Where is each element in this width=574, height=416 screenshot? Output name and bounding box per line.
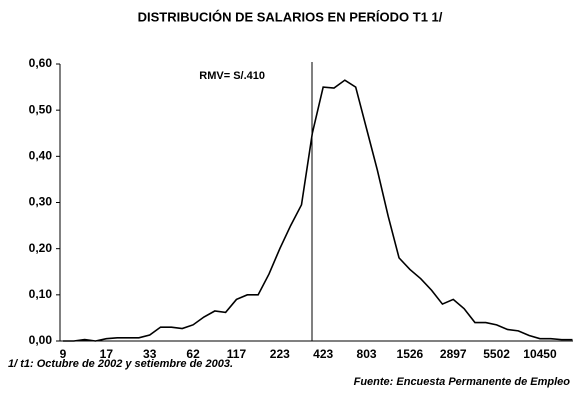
y-tick-label: 0,40 xyxy=(29,149,53,163)
x-tick-label: 2897 xyxy=(440,347,467,361)
x-tick-label: 1526 xyxy=(397,347,424,361)
x-tick-label: 33 xyxy=(143,347,157,361)
y-tick-label: 0,50 xyxy=(29,102,53,116)
x-tick-label: 10450 xyxy=(523,347,557,361)
annotation: RMV= S/.410 xyxy=(199,70,265,82)
x-tick-label: 803 xyxy=(357,347,377,361)
x-tick-label: 62 xyxy=(186,347,200,361)
x-tick-label: 9 xyxy=(60,347,67,361)
footnote: 1/ t1: Octubre de 2002 y setiembre de 20… xyxy=(8,358,233,370)
y-tick-label: 0,20 xyxy=(29,241,53,255)
x-tick-label: 5502 xyxy=(483,347,510,361)
x-tick-label: 117 xyxy=(227,347,247,361)
source-note: Fuente: Encuesta Permanente de Empleo xyxy=(354,376,571,388)
y-tick-label: 0,60 xyxy=(29,56,53,70)
y-tick-label: 0,00 xyxy=(29,333,53,347)
y-tick-label: 0,10 xyxy=(29,287,53,301)
chart-title: DISTRIBUCIÓN DE SALARIOS EN PERÍODO T1 1… xyxy=(138,9,443,24)
line xyxy=(63,79,573,342)
y-tick-label: 0,30 xyxy=(29,195,53,209)
x-tick-label: 17 xyxy=(100,347,114,361)
x-tick-label: 423 xyxy=(313,347,333,361)
x-tick-label: 223 xyxy=(270,347,290,361)
